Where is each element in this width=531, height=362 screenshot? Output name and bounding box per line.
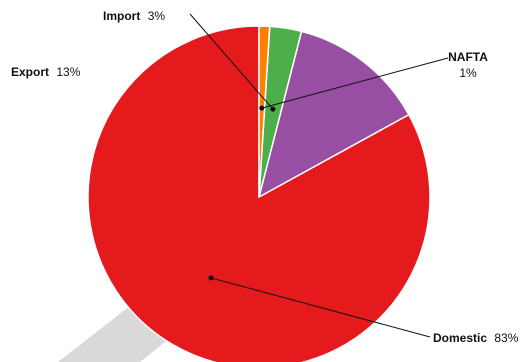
- slice-label-export: Export 13%: [11, 65, 81, 79]
- leader-dot-nafta: [259, 105, 265, 111]
- svg-text:Export 13%: Export 13%: [11, 65, 81, 79]
- leader-dot-import: [270, 106, 276, 112]
- leader-line-domestic: [210, 277, 431, 338]
- slice-label-nafta: NAFTA 1%: [448, 50, 488, 80]
- svg-text:Import 3%: Import 3%: [103, 9, 165, 23]
- leader-line-nafta: [261, 57, 449, 109]
- pie-slice-domestic: [87, 25, 431, 362]
- slice-label-value: 13%: [56, 65, 80, 79]
- pie-slice-export: [258, 30, 410, 198]
- slice-label-name: Domestic: [433, 331, 487, 345]
- slice-label-domestic: Domestic 83%: [433, 331, 519, 345]
- pie-slices: [87, 25, 431, 362]
- slice-label-name: Export: [11, 65, 49, 79]
- slice-label-value: 3%: [148, 9, 166, 23]
- pie-slice-nafta: [258, 25, 271, 198]
- slice-label-import: Import 3%: [103, 9, 165, 23]
- svg-text:Domestic 83%: Domestic 83%: [433, 331, 519, 345]
- leader-line-import: [189, 13, 274, 110]
- slice-label-name: Import: [103, 9, 140, 23]
- slice-label-value: 83%: [494, 331, 518, 345]
- leader-lines: [189, 13, 449, 338]
- slice-label-value: 1%: [459, 66, 477, 80]
- leader-dot-domestic: [208, 275, 214, 281]
- slice-label-name: NAFTA: [448, 50, 488, 64]
